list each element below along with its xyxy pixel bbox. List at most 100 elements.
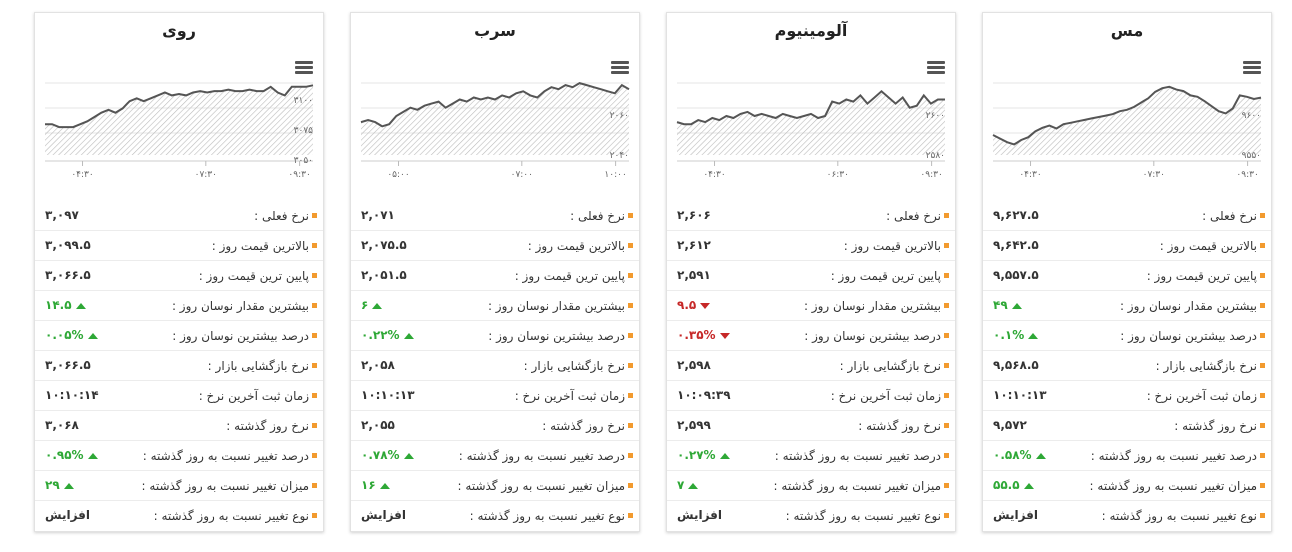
chart-menu-icon[interactable] (295, 61, 313, 75)
trend-up-icon (1011, 302, 1022, 309)
price-chart: ۳۱۰۰ ۳۰۷۵ ۳۰۵۰ ۰۴:۳۰ ۰۷:۳۰ ۰۹:۳۰ (45, 82, 314, 180)
metal-card: مس ۹۶۰۰ ۹۵۵۰ ۰۴:۳۰ ۰۷:۳۰ ۰۹:۳۰ نرخ فعلی : ۹,۶۲۷… (982, 12, 1272, 532)
stat-label: بیشترین مقدار نوسان روز : (487, 299, 625, 313)
stat-value: ۰.۹۵% (45, 448, 98, 462)
trend-down-icon (719, 332, 730, 339)
chart-menu-icon[interactable] (927, 61, 945, 75)
stat-row: نرخ بازگشایی بازار : ۲,۰۵۸ (351, 351, 639, 381)
bullet-icon (312, 483, 317, 488)
bullet-icon (628, 513, 633, 518)
stat-value-text: افزایش (361, 508, 407, 522)
stat-label: نرخ بازگشایی بازار : (523, 359, 625, 373)
stat-value: ۰.۱% (993, 328, 1039, 342)
bullet-icon (628, 363, 633, 368)
stat-row: درصد بیشترین نوسان روز : ۰.۱% (983, 321, 1271, 351)
stat-label: زمان ثبت آخرین نرخ : (830, 389, 941, 403)
stat-row: زمان ثبت آخرین نرخ : ۱۰:۰۹:۳۹ (667, 381, 955, 411)
stat-value-text: ۲,۵۹۱ (677, 268, 711, 282)
stat-row: زمان ثبت آخرین نرخ : ۱۰:۱۰:۱۳ (351, 381, 639, 411)
stat-value-text: ۳,۰۶۶.۵ (45, 358, 91, 372)
price-line (45, 84, 314, 129)
bullet-icon (312, 273, 317, 278)
bullet-icon (1260, 453, 1265, 458)
stat-value-text: ۵۵.۵ (993, 478, 1020, 492)
y-tick-label: ۹۶۰۰ (1242, 111, 1261, 121)
price-line (992, 85, 1262, 146)
stat-label: درصد بیشترین نوسان روز : (804, 329, 941, 343)
stat-value-text: ۱۶ (361, 478, 376, 492)
stat-label: پایین ترین قیمت روز : (830, 269, 941, 283)
stat-value: ۱۰:۱۰:۱۳ (361, 388, 415, 402)
bullet-icon (312, 423, 317, 428)
chart-menu-icon[interactable] (611, 61, 629, 75)
trend-up-icon (403, 452, 414, 459)
stat-label: بالاترین قیمت روز : (527, 239, 625, 253)
stat-value: ۹,۵۶۸.۵ (993, 358, 1039, 372)
metal-card: سرب ۲۰۶۰ ۲۰۴۰ ۰۵:۰۰ ۰۷:۰۰ ۱۰:۰۰ نرخ فعلی : ۲,۰۷… (350, 12, 640, 532)
stat-value-text: ۰.۱% (993, 328, 1025, 342)
stat-value-text: ۹,۵۷۲ (993, 418, 1027, 432)
stat-row: پایین ترین قیمت روز : ۹,۵۵۷.۵ (983, 261, 1271, 291)
stat-label: بیشترین مقدار نوسان روز : (171, 299, 309, 313)
stat-value: ۴۹ (993, 298, 1022, 312)
stat-value: ۲,۵۹۱ (677, 268, 711, 282)
stat-value: ۳,۰۶۸ (45, 418, 79, 432)
bullet-icon (628, 423, 633, 428)
stat-value: ۲,۰۷۱ (361, 208, 395, 222)
price-area (993, 86, 1261, 155)
stat-label: پایین ترین قیمت روز : (1146, 269, 1257, 283)
y-tick-label: ۲۵۸۰ (926, 151, 945, 161)
bullet-icon (312, 303, 317, 308)
stat-value-text: ۱۰:۰۹:۳۹ (677, 388, 731, 402)
stat-row: بیشترین مقدار نوسان روز : ۴۹ (983, 291, 1271, 321)
trend-up-icon (1023, 482, 1034, 489)
x-tick-label: ۱۰:۰۰ (604, 170, 626, 180)
stat-value: افزایش (993, 508, 1038, 522)
stat-value-text: افزایش (993, 508, 1039, 522)
stat-label: درصد تغییر نسبت به روز گذشته : (142, 449, 309, 463)
stat-value: ۰.۲۷% (677, 448, 730, 462)
bullet-icon (944, 333, 949, 338)
trend-up-icon (379, 482, 390, 489)
x-tick-label: ۰۹:۳۰ (920, 170, 942, 180)
stat-label: درصد تغییر نسبت به روز گذشته : (1090, 449, 1257, 463)
stat-row: نرخ فعلی : ۳,۰۹۷ (35, 201, 323, 231)
stat-value-text: ۲,۶۰۶ (677, 208, 711, 222)
bullet-icon (1260, 303, 1265, 308)
stat-label: بالاترین قیمت روز : (843, 239, 941, 253)
stat-value-text: ۰.۵۸% (993, 448, 1032, 462)
stat-value-text: ۹,۶۴۲.۵ (993, 238, 1039, 252)
stat-row: نوع تغییر نسبت به روز گذشته : افزایش (983, 501, 1271, 531)
bullet-icon (944, 273, 949, 278)
x-tick-label: ۰۹:۳۰ (288, 170, 310, 180)
stat-value-text: ۱۰:۱۰:۱۴ (45, 388, 99, 402)
stat-label: نوع تغییر نسبت به روز گذشته : (1101, 509, 1257, 523)
stat-row: درصد تغییر نسبت به روز گذشته : ۰.۲۷% (667, 441, 955, 471)
x-tick-label: ۰۹:۳۰ (1236, 170, 1258, 180)
y-tick-label: ۳۰۵۰ (294, 156, 313, 166)
bullet-icon (312, 453, 317, 458)
stat-value: ۹.۵ (677, 298, 711, 312)
stat-row: بالاترین قیمت روز : ۹,۶۴۲.۵ (983, 231, 1271, 261)
bullet-icon (944, 453, 949, 458)
trend-down-icon (700, 302, 711, 309)
stat-row: نرخ بازگشایی بازار : ۲,۵۹۸ (667, 351, 955, 381)
stat-row: زمان ثبت آخرین نرخ : ۱۰:۱۰:۱۴ (35, 381, 323, 411)
bullet-icon (312, 243, 317, 248)
bullet-icon (944, 363, 949, 368)
stat-label: نرخ بازگشایی بازار : (1155, 359, 1257, 373)
trend-up-icon (403, 332, 414, 339)
stat-label: نوع تغییر نسبت به روز گذشته : (153, 509, 309, 523)
stat-value-text: ۷ (677, 478, 685, 492)
stat-row: میزان تغییر نسبت به روز گذشته : ۵۵.۵ (983, 471, 1271, 501)
chart-menu-icon[interactable] (1243, 61, 1261, 75)
stat-row: درصد تغییر نسبت به روز گذشته : ۰.۹۵% (35, 441, 323, 471)
stat-label: درصد تغییر نسبت به روز گذشته : (458, 449, 625, 463)
stat-value-text: ۹,۵۵۷.۵ (993, 268, 1039, 282)
x-tick-label: ۰۴:۳۰ (703, 170, 725, 180)
stat-value-text: ۴۹ (993, 298, 1008, 312)
bullet-icon (944, 513, 949, 518)
stat-value: افزایش (677, 508, 722, 522)
stat-label: نوع تغییر نسبت به روز گذشته : (785, 509, 941, 523)
stat-row: درصد تغییر نسبت به روز گذشته : ۰.۵۸% (983, 441, 1271, 471)
